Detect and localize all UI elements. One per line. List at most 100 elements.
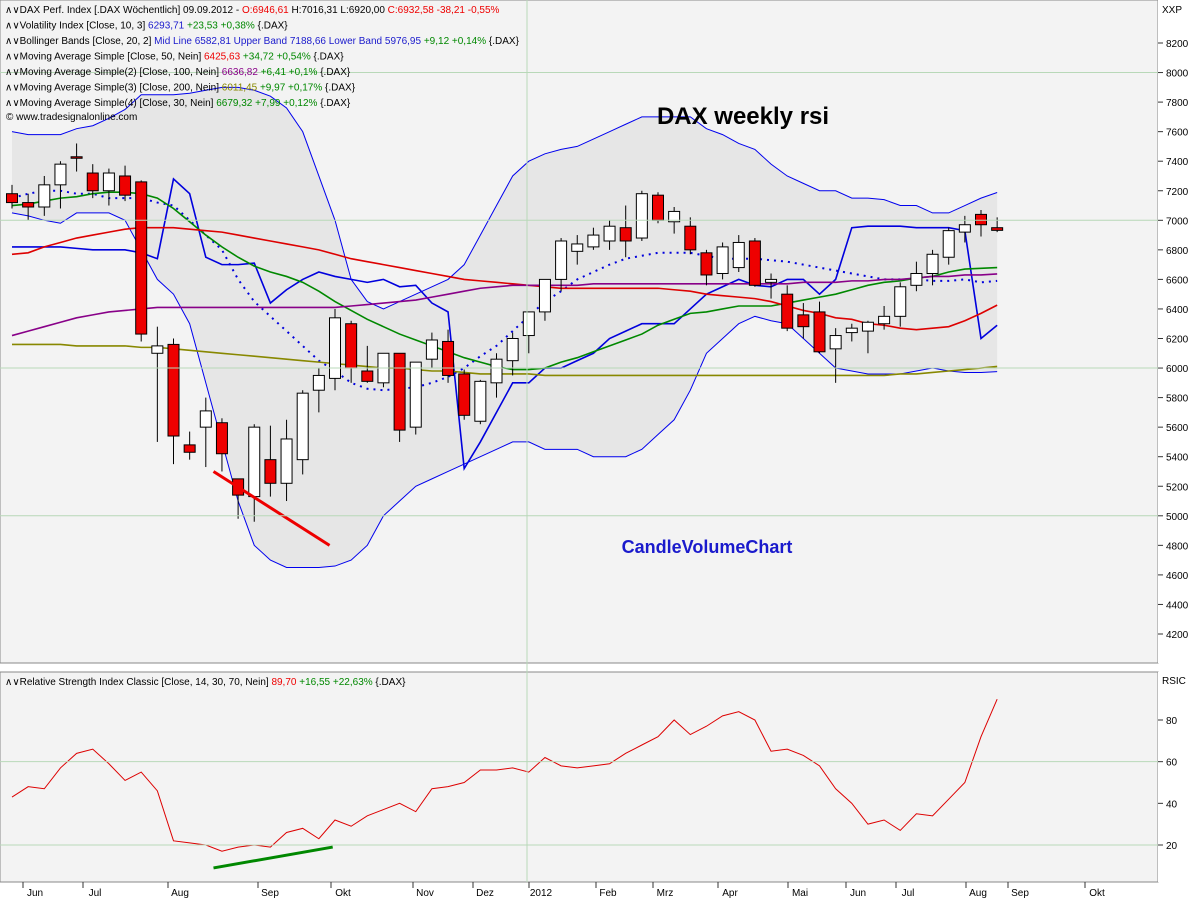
chart-title: DAX weekly rsi: [657, 103, 829, 130]
candle-body: [781, 293, 794, 329]
candle-body: [506, 338, 519, 362]
rsi-axis-panel: [1158, 672, 1200, 882]
candle-body: [829, 335, 842, 350]
legend-label: ∧∨Moving Average Simple [Close, 50, Nein…: [5, 52, 201, 63]
rsi-legend-part: ∧∨Relative Strength Index Classic [Close…: [5, 677, 271, 688]
legend-label: ∧∨Moving Average Simple(4) [Close, 30, N…: [5, 98, 214, 109]
rsi-legend-part: 89,70: [271, 677, 296, 688]
candle-body: [280, 438, 293, 484]
legend-source: {.DAX}: [317, 67, 350, 78]
x-tick-label: Okt: [335, 888, 351, 899]
legend-value: 6011,45: [219, 83, 258, 94]
candle-body: [975, 213, 987, 226]
candle-body: [22, 202, 35, 208]
candle-body: [894, 286, 907, 317]
legend-change: +9,12 +0,14%: [421, 36, 486, 47]
candle-body: [522, 311, 535, 337]
candle-body: [942, 230, 955, 258]
price-tick-label: 5200: [1166, 482, 1189, 493]
candle-body: [571, 243, 584, 252]
candle-body: [587, 234, 600, 248]
series-line-ma-100: [11, 226, 998, 331]
candle-body: [296, 392, 309, 461]
rsi-tick-label: 40: [1166, 799, 1178, 810]
legend-line: ∧∨Moving Average Simple(3) [Close, 200, …: [5, 83, 356, 94]
series-line-bollinger-upper: [11, 86, 998, 310]
x-tick-label: Jul: [902, 888, 915, 899]
candle-body: [619, 227, 632, 242]
price-tick-label: 5800: [1166, 394, 1189, 405]
candle-body: [958, 224, 971, 233]
price-tick-label: 4600: [1166, 571, 1189, 582]
rsi-legend-part: +16,55 +22,63%: [296, 677, 372, 688]
legend-change: +6,41 +0,1%: [258, 67, 318, 78]
candle-body: [361, 370, 374, 382]
candle-body: [393, 352, 406, 431]
legend-label: ∧∨DAX Perf. Index [.DAX Wöchentlich] 09.…: [5, 5, 242, 16]
x-tick-label: Aug: [969, 888, 987, 899]
rsi-legend-part: {.DAX}: [373, 677, 406, 688]
candle-body: [474, 380, 487, 422]
x-tick-label: Feb: [599, 888, 617, 899]
candle-body: [345, 323, 358, 369]
legend-source: {.DAX}: [322, 83, 355, 94]
candle-body: [668, 210, 681, 223]
x-tick-label: Aug: [171, 888, 189, 899]
price-tick-label: 6800: [1166, 246, 1189, 257]
legend-value: 6425,63: [201, 52, 240, 63]
legend-source: {.DAX}: [486, 36, 519, 47]
candle-body: [765, 278, 778, 283]
price-tick-label: 5400: [1166, 453, 1189, 464]
legend-source: {.DAX}: [317, 98, 350, 109]
legend-open: O:6946,61: [242, 5, 289, 16]
price-tick-label: 6200: [1166, 335, 1189, 346]
x-tick-label: Sep: [261, 888, 279, 899]
candle-body: [248, 426, 261, 498]
legend-label: ∧∨Bollinger Bands [Close, 20, 2]: [5, 36, 152, 47]
rsi-legend-line: ∧∨Relative Strength Index Classic [Close…: [5, 677, 406, 688]
candle-body: [716, 246, 729, 274]
legend-source: {.DAX}: [311, 52, 344, 63]
candle-body: [442, 340, 455, 376]
legend-line: ∧∨Moving Average Simple [Close, 50, Nein…: [5, 52, 344, 63]
price-tick-label: 7000: [1166, 216, 1189, 227]
candle-body: [926, 253, 939, 274]
candle-body: [878, 315, 891, 325]
candle-body: [684, 225, 697, 251]
candle-body: [119, 175, 132, 196]
legend-label: ∧∨Volatility Index [Close, 10, 3]: [5, 21, 145, 32]
candle-body: [910, 272, 923, 286]
price-tick-label: 8000: [1166, 69, 1189, 80]
candle-body: [264, 459, 277, 484]
rsi-tick-label: 80: [1166, 716, 1178, 727]
price-tick-label: 4800: [1166, 541, 1189, 552]
candle-body: [199, 410, 212, 428]
candle-body: [6, 193, 18, 204]
legend-change: +7,99 +0,12%: [252, 98, 317, 109]
legend-label: ∧∨Moving Average Simple(2) [Close, 100, …: [5, 67, 219, 78]
candle-body: [700, 252, 713, 276]
price-axis-panel: [1158, 0, 1200, 663]
legend-high: H:7016,31: [289, 5, 338, 16]
rsi-tick-label: 60: [1166, 758, 1178, 769]
legend-low: L:6920,00: [338, 5, 386, 16]
series-line-bollinger-lower: [11, 212, 998, 569]
x-tick-label: Nov: [416, 888, 434, 899]
x-tick-label: Dez: [476, 888, 494, 899]
rsi-tick-label: 20: [1166, 841, 1178, 852]
legend-line: ∧∨DAX Perf. Index [.DAX Wöchentlich] 09.…: [5, 5, 500, 16]
candle-body: [458, 373, 471, 416]
price-tick-label: 7400: [1166, 157, 1189, 168]
x-tick-label: 2012: [530, 888, 553, 899]
candle-body: [538, 278, 551, 313]
legend-change: +34,72 +0,54%: [240, 52, 311, 63]
rsi-annotation-line: [213, 845, 333, 870]
candle-body: [86, 172, 99, 192]
candle-body: [215, 422, 228, 455]
price-tick-label: 5000: [1166, 512, 1189, 523]
legend-label: ∧∨Moving Average Simple(3) [Close, 200, …: [5, 83, 219, 94]
legend-change: +9,97 +0,17%: [257, 83, 322, 94]
legend-change: +23,53 +0,38%: [184, 21, 255, 32]
